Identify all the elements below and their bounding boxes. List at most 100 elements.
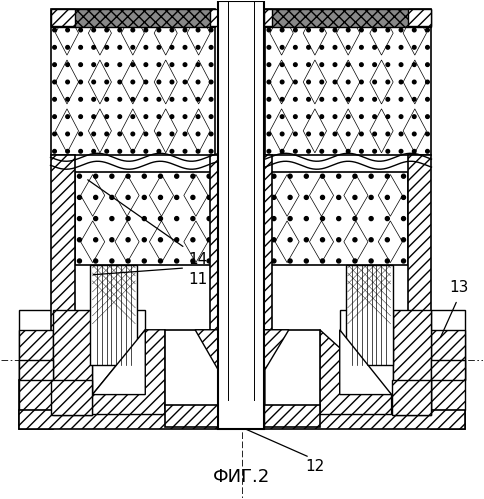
Circle shape — [360, 132, 363, 136]
Circle shape — [53, 97, 56, 101]
Circle shape — [320, 150, 324, 153]
Circle shape — [183, 132, 187, 136]
Circle shape — [170, 97, 174, 101]
Circle shape — [79, 28, 82, 32]
Circle shape — [209, 132, 213, 136]
Circle shape — [399, 11, 403, 14]
Circle shape — [196, 132, 200, 136]
Bar — [270, 172, 408, 265]
Circle shape — [144, 45, 148, 49]
Circle shape — [360, 80, 363, 84]
Bar — [340, 310, 393, 415]
Circle shape — [66, 63, 69, 66]
Circle shape — [333, 115, 337, 118]
Circle shape — [110, 238, 114, 242]
Circle shape — [118, 63, 121, 66]
Circle shape — [425, 115, 429, 118]
Circle shape — [105, 115, 108, 118]
Circle shape — [131, 11, 135, 14]
Circle shape — [53, 45, 56, 49]
Circle shape — [304, 174, 308, 178]
Circle shape — [280, 115, 284, 118]
Circle shape — [369, 259, 373, 263]
Circle shape — [307, 97, 310, 101]
Circle shape — [333, 63, 337, 66]
Circle shape — [110, 217, 114, 221]
Circle shape — [53, 115, 56, 118]
Circle shape — [333, 150, 337, 153]
Circle shape — [360, 150, 363, 153]
Circle shape — [196, 97, 200, 101]
Polygon shape — [340, 330, 392, 395]
Circle shape — [304, 196, 308, 200]
Circle shape — [373, 28, 377, 32]
Circle shape — [272, 174, 276, 178]
Circle shape — [337, 174, 341, 178]
Circle shape — [385, 174, 389, 178]
Circle shape — [360, 11, 363, 14]
Circle shape — [320, 97, 324, 101]
Circle shape — [105, 45, 108, 49]
Text: 12: 12 — [305, 460, 324, 475]
Circle shape — [92, 132, 95, 136]
Bar — [19, 410, 465, 430]
Circle shape — [373, 132, 377, 136]
Circle shape — [142, 174, 146, 178]
Circle shape — [320, 174, 324, 178]
Circle shape — [105, 11, 108, 14]
Circle shape — [144, 80, 148, 84]
Bar — [19, 310, 53, 380]
Circle shape — [131, 45, 135, 49]
Circle shape — [386, 150, 390, 153]
Circle shape — [92, 97, 95, 101]
Circle shape — [337, 259, 341, 263]
Bar — [431, 360, 465, 380]
Circle shape — [170, 132, 174, 136]
Circle shape — [92, 11, 95, 14]
Circle shape — [280, 11, 284, 14]
Circle shape — [144, 132, 148, 136]
Circle shape — [110, 174, 114, 178]
Circle shape — [207, 259, 211, 263]
Circle shape — [175, 238, 179, 242]
Circle shape — [92, 115, 95, 118]
Circle shape — [320, 28, 324, 32]
Bar — [346, 265, 393, 365]
Text: 11: 11 — [188, 272, 208, 287]
Text: 13: 13 — [450, 280, 469, 295]
Circle shape — [373, 115, 377, 118]
Circle shape — [369, 196, 373, 200]
Circle shape — [79, 132, 82, 136]
Circle shape — [267, 115, 271, 118]
Circle shape — [369, 174, 373, 178]
Bar — [53, 310, 92, 415]
Circle shape — [157, 132, 161, 136]
Circle shape — [79, 115, 82, 118]
Circle shape — [77, 238, 81, 242]
Circle shape — [412, 150, 416, 153]
Circle shape — [399, 80, 403, 84]
Circle shape — [412, 97, 416, 101]
Circle shape — [386, 11, 390, 14]
Circle shape — [66, 150, 69, 153]
Circle shape — [126, 174, 130, 178]
Circle shape — [294, 132, 297, 136]
Circle shape — [53, 132, 56, 136]
Circle shape — [92, 150, 95, 153]
Circle shape — [183, 80, 187, 84]
Circle shape — [196, 115, 200, 118]
Circle shape — [267, 63, 271, 66]
Circle shape — [294, 63, 297, 66]
Bar — [19, 330, 53, 410]
Circle shape — [66, 45, 69, 49]
Bar — [19, 380, 53, 430]
Circle shape — [77, 259, 81, 263]
Circle shape — [294, 11, 297, 14]
Circle shape — [191, 174, 195, 178]
Circle shape — [304, 217, 308, 221]
Circle shape — [183, 45, 187, 49]
Circle shape — [191, 196, 195, 200]
Circle shape — [118, 45, 121, 49]
Circle shape — [183, 115, 187, 118]
Circle shape — [399, 97, 403, 101]
